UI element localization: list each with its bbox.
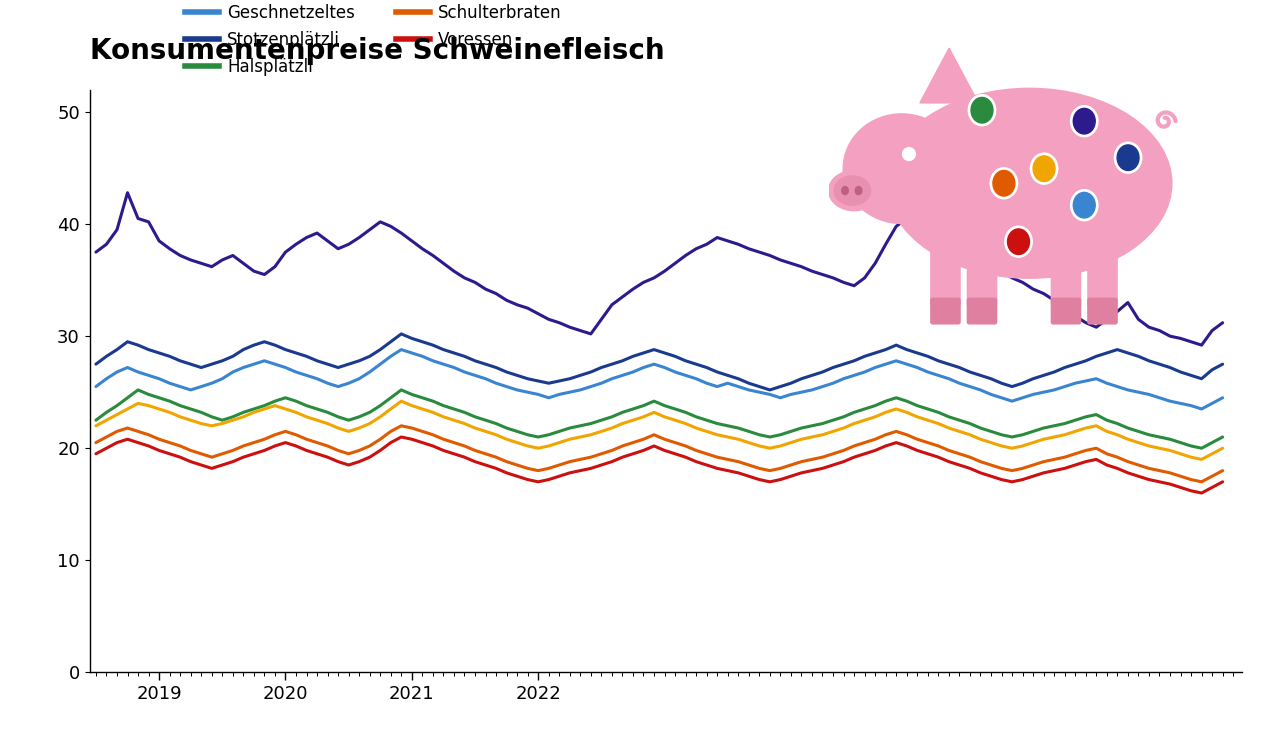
Ellipse shape [1115,142,1142,173]
Ellipse shape [968,95,996,125]
FancyBboxPatch shape [968,298,997,324]
FancyBboxPatch shape [931,236,960,306]
FancyBboxPatch shape [968,236,997,306]
Ellipse shape [1005,226,1032,257]
Ellipse shape [991,168,1018,199]
Ellipse shape [993,170,1015,196]
FancyBboxPatch shape [1088,236,1117,306]
FancyBboxPatch shape [1051,298,1080,324]
Ellipse shape [1074,108,1096,134]
Ellipse shape [902,148,915,161]
Ellipse shape [842,187,849,194]
Ellipse shape [855,187,861,194]
Ellipse shape [828,170,879,211]
Ellipse shape [844,114,960,223]
Ellipse shape [887,88,1172,278]
Ellipse shape [1070,190,1098,220]
Ellipse shape [1074,193,1096,218]
FancyBboxPatch shape [1051,236,1080,306]
Ellipse shape [1030,153,1057,185]
Ellipse shape [1033,156,1055,182]
Text: Konsumentenpreise Schweinefleisch: Konsumentenpreise Schweinefleisch [90,37,664,65]
Ellipse shape [835,176,870,205]
Legend: Nierstücksteak, Geschnetzeltes, Stotzenplätzli, Halsplätzli, Koteletts geschnitt: Nierstücksteak, Geschnetzeltes, Stotzenp… [179,0,622,83]
Polygon shape [920,48,978,103]
Ellipse shape [972,97,993,123]
Ellipse shape [1007,229,1029,255]
FancyBboxPatch shape [1088,298,1117,324]
Ellipse shape [1070,105,1098,137]
FancyBboxPatch shape [931,298,960,324]
Ellipse shape [1117,145,1139,170]
